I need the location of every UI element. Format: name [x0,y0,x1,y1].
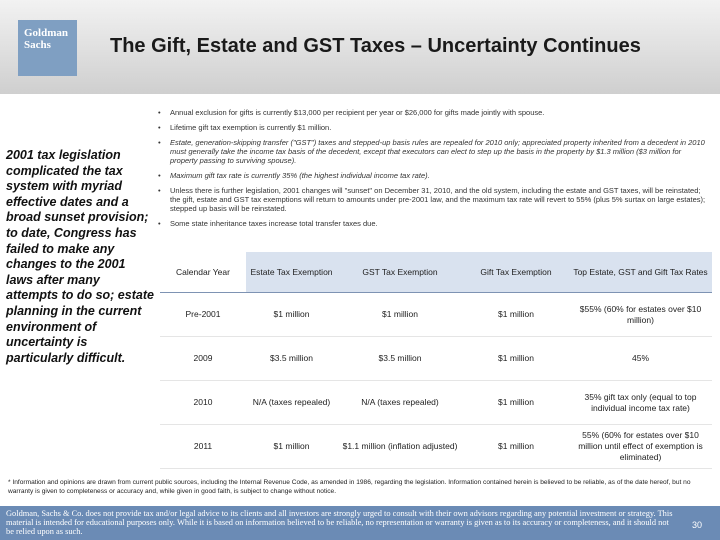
bullet-icon: • [158,123,161,132]
disclaimer-text: * Information and opinions are drawn fro… [8,479,691,495]
bullet-list: • Annual exclusion for gifts is currently… [158,108,706,234]
table-row: 2009 $3.5 million $3.5 million $1 millio… [160,336,712,381]
table-row: 2010 N/A (taxes repealed) N/A (taxes rep… [160,380,712,425]
header-estate-tax-exemption: Estate Tax Exemption [246,252,337,293]
bullet-text: Lifetime gift tax exemption is currently… [170,123,332,132]
table-header-row: Calendar Year Estate Tax Exemption GST T… [160,252,712,293]
logo-line-1: Goldman [24,27,69,39]
goldman-sachs-logo: Goldman Sachs [18,20,77,76]
bullet-text: Unless there is further legislation, 200… [170,186,706,213]
cell-year: 2010 [160,380,246,425]
cell-gift: $1 million [463,292,569,337]
header-gst-tax-exemption: GST Tax Exemption [337,252,463,293]
bullet-text: Estate, generation-skipping transfer ("G… [170,138,705,165]
bullet-icon: • [158,108,161,117]
cell-rate: 55% (60% for estates over $10 million un… [569,424,712,469]
header-top-rates: Top Estate, GST and Gift Tax Rates [569,252,712,293]
bullet-item: • Unless there is further legislation, 20… [158,186,706,213]
page-number: 30 [691,520,702,530]
cell-gst: $3.5 million [337,336,463,381]
bullet-item: • Maximum gift tax rate is currently 35% … [158,171,706,180]
bullet-icon: • [158,186,161,195]
table-row: 2011 $1 million $1.1 million (inflation … [160,424,712,469]
cell-rate: 35% gift tax only (equal to top individu… [569,380,712,425]
footer-legal-text: Goldman, Sachs & Co. does not provide ta… [6,509,673,536]
cell-gift: $1 million [463,336,569,381]
bullet-text: Some state inheritance taxes increase to… [170,219,378,228]
slide-footer: Goldman, Sachs & Co. does not provide ta… [0,506,720,540]
slide-title: The Gift, Estate and GST Taxes – Uncerta… [110,35,641,57]
cell-gst: $1.1 million (inflation adjusted) [337,424,463,469]
logo-line-2: Sachs [24,39,51,51]
bullet-icon: • [158,138,161,147]
bullet-item: • Some state inheritance taxes increase t… [158,219,706,228]
cell-year: Pre-2001 [160,292,246,337]
cell-estate: $3.5 million [246,336,337,381]
cell-year: 2011 [160,424,246,469]
tax-exemption-table: Calendar Year Estate Tax Exemption GST T… [160,252,712,469]
bullet-text: Annual exclusion for gifts is currently … [170,108,545,117]
bullet-item: • Annual exclusion for gifts is currently… [158,108,706,117]
cell-rate: $55% (60% for estates over $10 million) [569,292,712,337]
cell-rate: 45% [569,336,712,381]
sidebar-callout: 2001 tax legislation complicated the tax… [6,148,154,365]
cell-estate: N/A (taxes repealed) [246,380,337,425]
header-calendar-year: Calendar Year [160,252,246,293]
bullet-item: • Lifetime gift tax exemption is currentl… [158,123,706,132]
cell-gst: N/A (taxes repealed) [337,380,463,425]
cell-estate: $1 million [246,292,337,337]
slide-header: Goldman Sachs The Gift, Estate and GST T… [0,0,720,94]
cell-year: 2009 [160,336,246,381]
cell-gift: $1 million [463,424,569,469]
header-gift-tax-exemption: Gift Tax Exemption [463,252,569,293]
table-row: Pre-2001 $1 million $1 million $1 millio… [160,292,712,337]
bullet-text: Maximum gift tax rate is currently 35% (… [170,171,430,180]
bullet-item: • Estate, generation-skipping transfer ("… [158,138,706,165]
bullet-icon: • [158,219,161,228]
bullet-icon: • [158,171,161,180]
cell-gst: $1 million [337,292,463,337]
cell-estate: $1 million [246,424,337,469]
cell-gift: $1 million [463,380,569,425]
